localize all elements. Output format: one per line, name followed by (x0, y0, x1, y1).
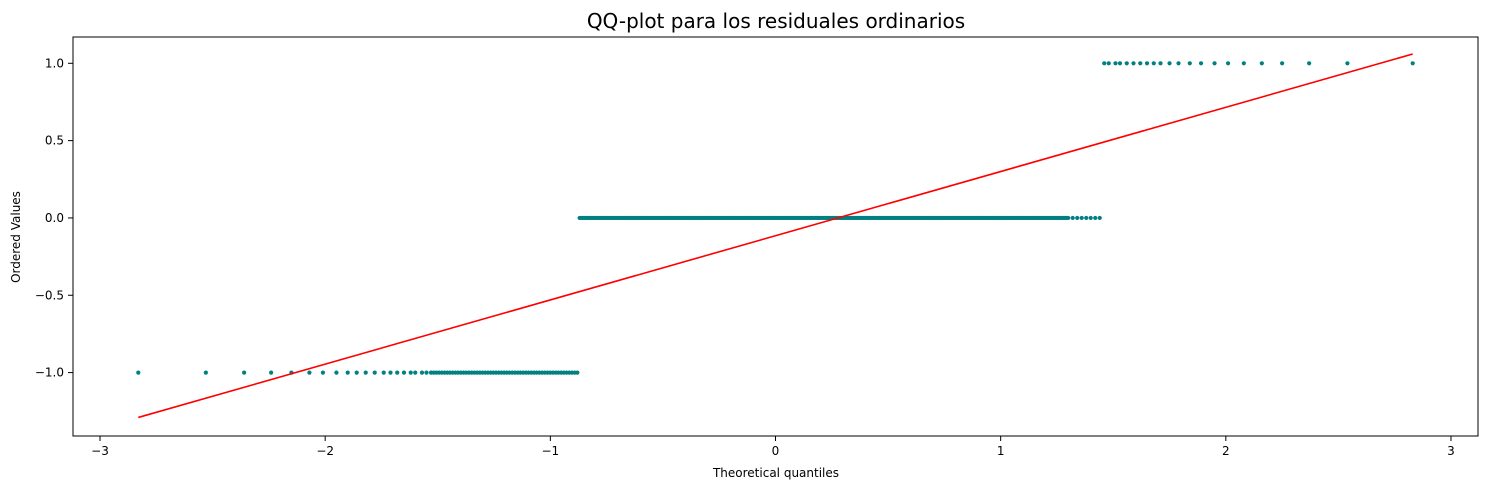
data-point (1138, 61, 1143, 66)
data-point (1102, 61, 1107, 66)
data-point (1259, 61, 1264, 66)
data-point (320, 370, 326, 375)
x-tick-label: 3 (1447, 444, 1455, 458)
y-tick-label: 1.0 (45, 56, 64, 70)
data-point (1280, 61, 1285, 66)
data-point (203, 370, 208, 375)
fit-line (138, 53, 1413, 419)
plot-area: −3 −2 −1 0 1 2 3 −1.0 −0.5 0.0 0.5 1.0 (35, 36, 1479, 458)
data-point (575, 370, 580, 375)
data-point (1084, 215, 1089, 221)
data-point (1093, 215, 1098, 221)
x-tick-label: 2 (1222, 444, 1230, 458)
data-point (413, 370, 418, 375)
x-tick-label: 0 (772, 444, 780, 458)
y-axis-title: Ordered Values (9, 191, 23, 283)
data-point (1345, 61, 1350, 66)
x-tick-label: −2 (316, 444, 334, 458)
data-point (269, 370, 274, 375)
data-point (388, 370, 393, 375)
data-point (136, 370, 141, 375)
data-point (372, 370, 377, 375)
y-tick-label: 0.5 (45, 134, 64, 148)
data-point (1158, 61, 1163, 66)
data-point (1113, 61, 1118, 66)
data-point (1066, 215, 1071, 221)
data-point (1117, 61, 1123, 66)
data-point (354, 370, 359, 375)
data-point (1198, 61, 1204, 66)
data-point (381, 370, 386, 375)
x-tick-label: −3 (91, 444, 109, 458)
data-point (1070, 215, 1075, 221)
data-point (334, 370, 339, 375)
data-point (1144, 61, 1150, 66)
data-point (419, 370, 425, 375)
data-point (1167, 61, 1172, 66)
data-point (1097, 215, 1102, 221)
x-tick-label: 1 (997, 444, 1005, 458)
x-axis-title: Theoretical quantiles (712, 466, 839, 480)
data-point (1106, 61, 1111, 66)
y-tick-label: −0.5 (35, 288, 64, 302)
data-point (408, 370, 413, 375)
data-point (1241, 61, 1246, 66)
x-tick-label: −1 (541, 444, 559, 458)
y-tick-label: 0.0 (45, 211, 64, 225)
data-point (1176, 61, 1181, 66)
data-point (363, 370, 368, 375)
data-point (1151, 61, 1156, 66)
data-point (1225, 61, 1231, 66)
data-point (242, 370, 247, 375)
data-point (1131, 61, 1136, 66)
data-point (345, 370, 350, 375)
data-point (401, 370, 407, 375)
data-point (1212, 61, 1217, 66)
data-point (1307, 61, 1312, 66)
data-point (1124, 61, 1129, 66)
data-point (307, 370, 312, 375)
data-point (1088, 215, 1093, 221)
data-point (424, 370, 429, 375)
data-point (1079, 215, 1084, 221)
data-point (1187, 61, 1192, 66)
y-tick-label: −1.0 (35, 366, 64, 380)
chart-title: QQ-plot para los residuales ordinarios (587, 9, 965, 33)
data-point (395, 370, 400, 375)
data-point (1075, 215, 1080, 221)
data-point (1410, 61, 1415, 66)
